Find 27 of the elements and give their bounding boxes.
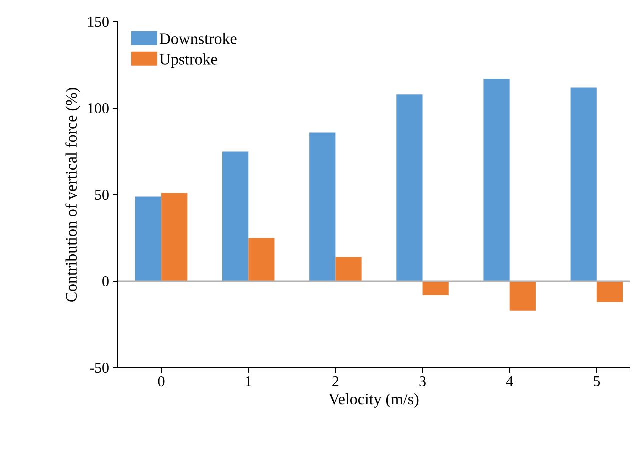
x-tick-label: 4 xyxy=(506,376,514,386)
bar xyxy=(248,238,275,282)
bar xyxy=(396,94,423,282)
bar xyxy=(162,193,188,282)
legend-label: Downstroke xyxy=(160,33,237,44)
x-tick-label: 5 xyxy=(594,376,600,386)
bar xyxy=(135,196,162,282)
x-tick-label: 2 xyxy=(332,376,339,386)
bar xyxy=(310,132,336,282)
y-tick-label: 50 xyxy=(95,190,109,200)
bar xyxy=(484,79,510,282)
bar xyxy=(510,282,536,311)
y-tick-label: 100 xyxy=(88,103,109,114)
x-axis-title: Velocity (m/s) xyxy=(328,393,419,408)
bar xyxy=(222,152,249,282)
bar xyxy=(596,282,624,302)
y-tick-label: 150 xyxy=(88,16,109,28)
legend-label: Upstroke xyxy=(160,54,218,68)
x-tick-label: 0 xyxy=(158,376,165,387)
x-tick-label: 3 xyxy=(420,376,426,387)
bar xyxy=(422,282,449,296)
bar xyxy=(336,257,362,282)
x-tick-label: 1 xyxy=(246,376,252,386)
y-axis-title: Contribution of vertical force (%) xyxy=(66,88,80,302)
y-tick-label: 0 xyxy=(102,276,109,287)
y-tick-label: -50 xyxy=(90,362,109,374)
bar xyxy=(570,88,597,282)
